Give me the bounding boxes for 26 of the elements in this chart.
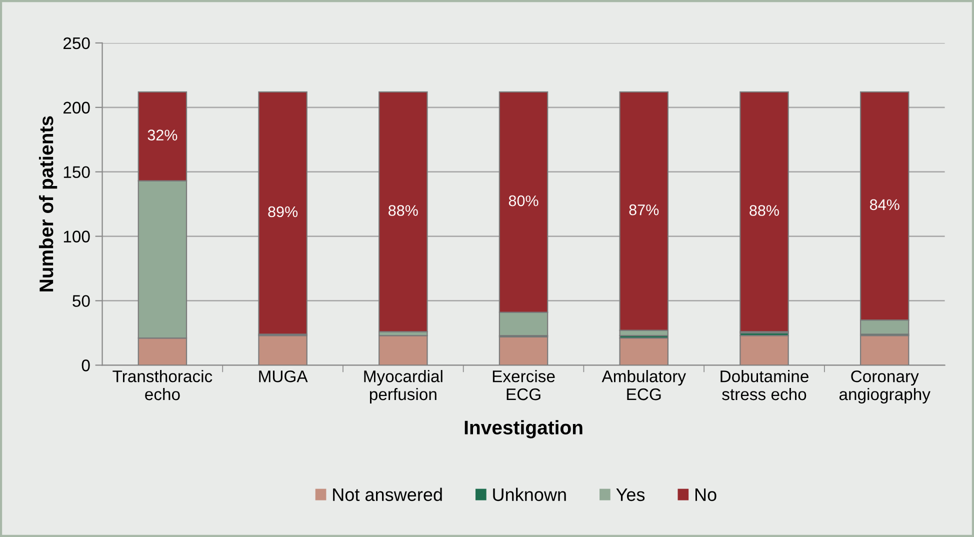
legend-label: Unknown — [493, 488, 566, 502]
legend-label: Not answered — [333, 488, 442, 502]
legend-label: Yes — [616, 488, 645, 502]
x-tick-label: Dobutamine stress echo — [720, 370, 808, 400]
y-tick-label: 150 — [64, 166, 90, 178]
x-tick-label: Exercise ECG — [492, 370, 555, 400]
legend-label: No — [695, 488, 716, 502]
y-tick-label: 100 — [64, 230, 90, 242]
y-tick-label: 0 — [82, 360, 90, 372]
annotation: 88% — [750, 205, 779, 216]
annotation: 87% — [629, 204, 659, 216]
x-tick-label: Myocardial perfusion — [364, 370, 442, 404]
x-tick-label: Ambulatory ECG — [602, 370, 686, 400]
x-tick-label: Transthoracic echo — [112, 370, 212, 400]
x-tick-label: Coronary angiography — [839, 370, 930, 404]
annotation: 84% — [870, 199, 900, 210]
x-tick-label: MUGA — [259, 370, 308, 382]
y-tick-label: 250 — [64, 37, 90, 50]
annotation: 32% — [148, 130, 178, 140]
x-axis-title: Investigation — [464, 420, 582, 438]
y-axis-title: Number of patients — [38, 116, 58, 292]
y-tick-label: 200 — [64, 102, 90, 114]
y-tick-label: 50 — [72, 295, 90, 307]
annotation: 88% — [388, 205, 418, 216]
annotation: 89% — [268, 206, 298, 218]
annotation: 80% — [508, 195, 538, 206]
